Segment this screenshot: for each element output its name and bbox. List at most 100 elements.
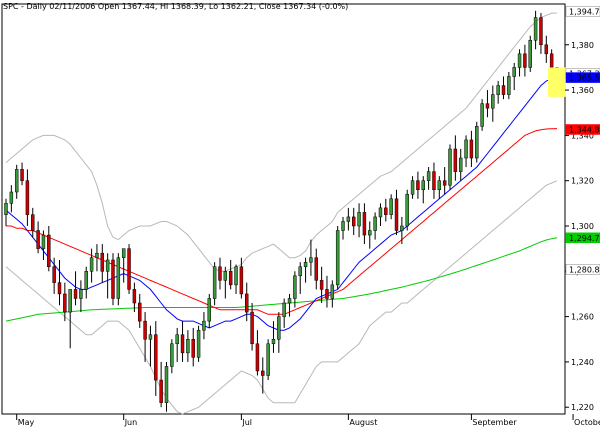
candle-body	[25, 180, 30, 215]
candle-body	[330, 284, 335, 299]
candle-body	[523, 53, 527, 68]
candle-body	[84, 271, 88, 290]
candle-body	[384, 207, 388, 215]
candle-body	[159, 379, 163, 403]
candle-body	[309, 257, 313, 263]
candle-body	[475, 126, 479, 159]
candle-body	[207, 298, 212, 322]
month-label: August	[349, 418, 377, 427]
candle-body	[36, 230, 40, 249]
price-flag	[565, 264, 600, 275]
y-tick-label: 1,360	[571, 86, 594, 95]
candle-body	[143, 320, 147, 340]
candle-body	[335, 230, 340, 286]
bollinger-bands	[5, 12, 558, 415]
candle-body	[421, 180, 425, 190]
price-flag-label: 1,280.84	[569, 265, 600, 274]
candle-body	[410, 180, 415, 195]
candle-body	[63, 293, 67, 313]
candle-body	[298, 266, 302, 277]
y-tick-label: 1,260	[571, 313, 594, 322]
candle-body	[453, 148, 458, 172]
moving-averages	[5, 77, 558, 331]
month-axis: MayJunJulAugustSeptemberOctoberNovember	[16, 414, 600, 427]
y-tick-label: 1,320	[571, 177, 594, 186]
candle-body	[351, 216, 356, 227]
candle-body	[464, 139, 468, 159]
candle-body	[426, 171, 431, 181]
candle-body	[533, 17, 538, 41]
candle-body	[437, 180, 442, 190]
lower-band-line	[5, 180, 558, 415]
candle-body	[196, 329, 201, 358]
candle-body	[14, 169, 19, 193]
price-flag	[565, 72, 600, 83]
candle-body	[138, 302, 142, 322]
candle-body	[202, 320, 206, 331]
candle-body	[239, 266, 244, 295]
candle-body	[517, 53, 522, 68]
candle-body	[255, 343, 260, 372]
candle-body	[512, 67, 516, 77]
candlesticks	[4, 10, 559, 412]
candle-body	[111, 259, 115, 299]
candle-body	[223, 271, 228, 281]
candle-body	[164, 366, 169, 403]
upper-band-line	[5, 12, 557, 272]
candle-body	[341, 221, 345, 231]
y-tick-label: 1,340	[571, 131, 594, 140]
candle-body	[507, 76, 511, 95]
candle-body	[287, 298, 292, 304]
candle-body	[212, 266, 217, 299]
candle-body	[68, 289, 72, 313]
candle-body	[373, 216, 377, 231]
candle-body	[368, 230, 372, 236]
candle-body	[282, 302, 286, 317]
candle-body	[400, 225, 404, 231]
candle-body	[250, 311, 254, 345]
candle-body	[47, 234, 51, 268]
month-label: Jul	[241, 418, 252, 427]
candle-body	[95, 252, 99, 258]
candle-body	[245, 293, 249, 313]
candle-body	[544, 44, 549, 55]
candle-body	[277, 316, 281, 340]
candle-body	[325, 289, 329, 299]
candle-body	[491, 94, 495, 109]
candle-body	[357, 212, 361, 227]
price-flag-label: 1,344.84	[569, 125, 600, 134]
candle-body	[191, 338, 195, 358]
candle-body	[362, 212, 367, 236]
price-flag-label: 1,294.79	[569, 234, 600, 243]
candle-body	[170, 343, 174, 367]
ma50-line	[6, 128, 558, 315]
candle-body	[127, 248, 131, 290]
candle-body	[346, 216, 351, 222]
candle-body	[405, 194, 409, 227]
chart-header: SPC - Daily 02/11/2006 Open 1367.44, Hi …	[3, 2, 348, 11]
candle-body	[121, 248, 126, 258]
candle-body	[314, 257, 318, 281]
candle-body	[480, 103, 484, 127]
candle-body	[389, 198, 393, 215]
current-price-highlight	[548, 67, 566, 97]
plot-frame	[1, 3, 566, 415]
ma200-line	[5, 237, 558, 322]
candle-body	[496, 85, 500, 95]
candle-body	[448, 148, 452, 186]
candle-body	[442, 180, 447, 186]
candle-body	[469, 139, 474, 159]
y-tick-label: 1,240	[571, 358, 594, 367]
candle-body	[4, 203, 8, 215]
month-label: September	[472, 418, 517, 427]
candle-body	[539, 17, 543, 46]
candle-body	[271, 338, 276, 345]
candle-body	[319, 280, 324, 290]
candle-body	[485, 103, 490, 109]
month-label: May	[18, 418, 35, 427]
y-tick-label: 1,220	[571, 403, 594, 412]
candle-body	[549, 53, 554, 68]
candle-body	[105, 259, 110, 272]
price-flags: 1,394.791,367.341,365.521,344.841,294.79…	[565, 6, 600, 275]
